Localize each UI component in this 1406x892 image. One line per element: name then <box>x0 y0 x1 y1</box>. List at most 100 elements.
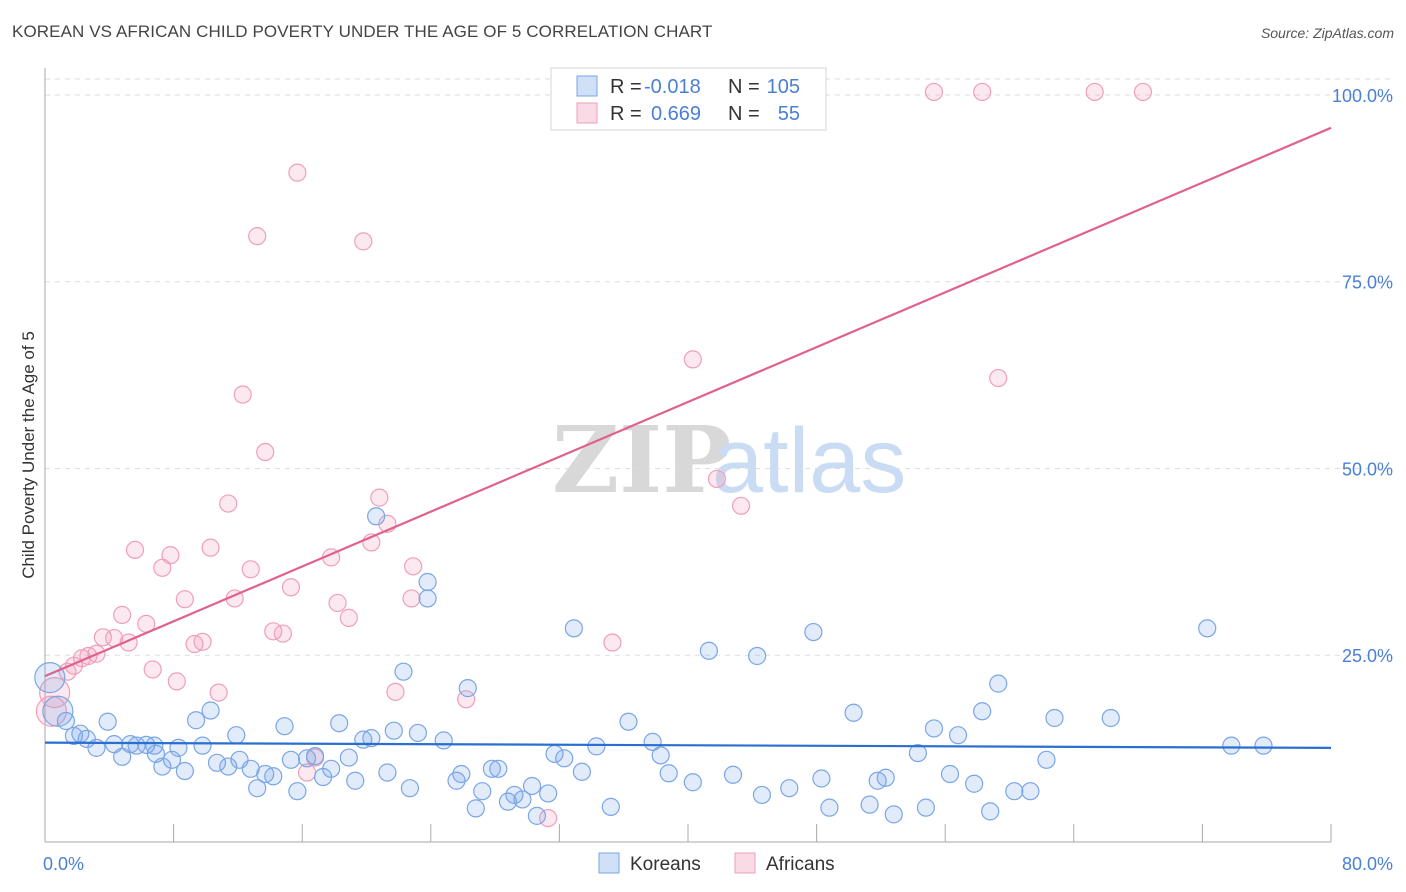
african-point-37 <box>354 232 373 251</box>
korean-point-58 <box>498 792 518 811</box>
chart-title: KOREAN VS AFRICAN CHILD POVERTY UNDER TH… <box>12 22 713 41</box>
african-point-50 <box>924 82 944 102</box>
korean-point-73 <box>659 764 678 783</box>
trend-lines <box>44 126 1332 749</box>
korean-point-7 <box>98 712 117 731</box>
korean-point-84 <box>860 795 879 814</box>
korean-point-93 <box>965 774 984 793</box>
african-point-25 <box>241 560 260 579</box>
korean-point-23 <box>219 757 238 776</box>
african-point-42 <box>402 589 421 608</box>
african-point-47 <box>683 350 702 369</box>
legend-swatch-africans <box>576 102 598 124</box>
korean-point-80 <box>804 622 823 642</box>
y-tick-label-75: 75.0% <box>1342 273 1393 293</box>
bottom-legend-koreans: Koreans <box>630 854 701 875</box>
axes <box>44 68 1332 843</box>
korean-point-21 <box>201 701 220 720</box>
x-tick-label-min: 0.0% <box>43 854 84 874</box>
korean-point-45 <box>394 662 413 681</box>
korean-point-66 <box>564 619 583 638</box>
african-point-52 <box>989 368 1008 388</box>
korean-point-103 <box>1222 736 1241 755</box>
korean-point-87 <box>884 805 903 824</box>
african-point-19 <box>193 632 212 651</box>
african-point-13 <box>143 660 162 679</box>
african-point-11 <box>125 540 145 560</box>
korean-point-36 <box>322 759 341 778</box>
african-point-29 <box>273 624 293 643</box>
korean-point-89 <box>916 798 936 817</box>
korean-point-95 <box>981 802 1000 821</box>
korean-point-11 <box>127 736 146 755</box>
korean-point-81 <box>812 769 831 788</box>
legend-r-label-2: R = <box>610 103 642 125</box>
bottom-legend-swatch-koreans <box>598 852 620 874</box>
african-point-49 <box>731 496 751 515</box>
legend-n-value-2: 55 <box>778 103 800 125</box>
korean-point-92 <box>948 726 968 745</box>
korean-point-82 <box>820 798 839 817</box>
african-point-35 <box>328 593 347 613</box>
korean-point-94 <box>973 702 992 721</box>
korean-point-39 <box>346 771 365 790</box>
legend-r-value-2: 0.669 <box>651 103 701 125</box>
african-point-39 <box>370 488 389 507</box>
african-point-26 <box>248 227 267 246</box>
african-point-9 <box>113 605 132 624</box>
korean-point-44 <box>384 721 403 740</box>
african-point-45 <box>539 808 558 828</box>
korean-point-98 <box>1021 782 1040 801</box>
legend-n-label-2: N = <box>728 103 760 125</box>
korean-point-37 <box>330 714 349 733</box>
korean-point-70 <box>619 712 638 731</box>
korean-point-60 <box>513 790 532 809</box>
korean-point-91 <box>940 764 960 784</box>
korean-point-83 <box>844 703 863 722</box>
korean-point-54 <box>466 799 485 818</box>
korean-point-52 <box>452 764 471 784</box>
korean-point-100 <box>1045 708 1064 728</box>
bottom-legend: Koreans Africans <box>598 852 835 875</box>
korean-point-1 <box>42 695 74 727</box>
korean-point-53 <box>458 679 477 698</box>
y-axis-label: Child Poverty Under the Age of 5 <box>19 331 38 579</box>
trend-line-africans <box>44 126 1332 678</box>
korean-point-63 <box>539 784 558 803</box>
african-point-20 <box>201 538 220 557</box>
x-tick-label-max: 80.0% <box>1342 854 1393 874</box>
bottom-legend-africans: Africans <box>766 854 835 875</box>
trend-line-koreans <box>44 741 1332 749</box>
korean-point-99 <box>1037 750 1056 769</box>
source-label: Source: ZipAtlas.com <box>1260 25 1394 41</box>
legend-r-label-1: R = <box>610 76 642 98</box>
korean-point-102 <box>1198 619 1217 638</box>
korean-point-19 <box>187 711 206 730</box>
korean-point-29 <box>264 767 283 786</box>
african-point-48 <box>707 469 727 489</box>
korean-point-48 <box>418 572 437 592</box>
african-point-22 <box>219 494 238 513</box>
korean-point-27 <box>248 779 267 798</box>
african-point-31 <box>288 163 307 182</box>
african-point-46 <box>603 633 622 652</box>
african-point-51 <box>973 82 992 102</box>
korean-point-31 <box>281 750 301 769</box>
korean-point-41 <box>362 729 381 748</box>
korean-point-42 <box>367 507 386 526</box>
korean-point-72 <box>651 746 670 765</box>
tick-labels: 25.0% 50.0% 75.0% 100.0% 0.0% 80.0% <box>43 86 1393 874</box>
korean-point-38 <box>339 748 358 767</box>
african-point-15 <box>161 546 180 565</box>
korean-point-78 <box>752 785 772 805</box>
korean-point-67 <box>572 762 592 781</box>
african-point-54 <box>1133 82 1153 102</box>
african-point-41 <box>386 682 405 701</box>
african-point-16 <box>167 672 186 691</box>
african-point-53 <box>1085 82 1104 102</box>
korean-point-77 <box>748 646 767 666</box>
watermark: ZIP atlas <box>552 406 906 514</box>
y-tick-label-100: 100.0% <box>1332 86 1393 106</box>
korean-point-97 <box>1005 782 1024 801</box>
